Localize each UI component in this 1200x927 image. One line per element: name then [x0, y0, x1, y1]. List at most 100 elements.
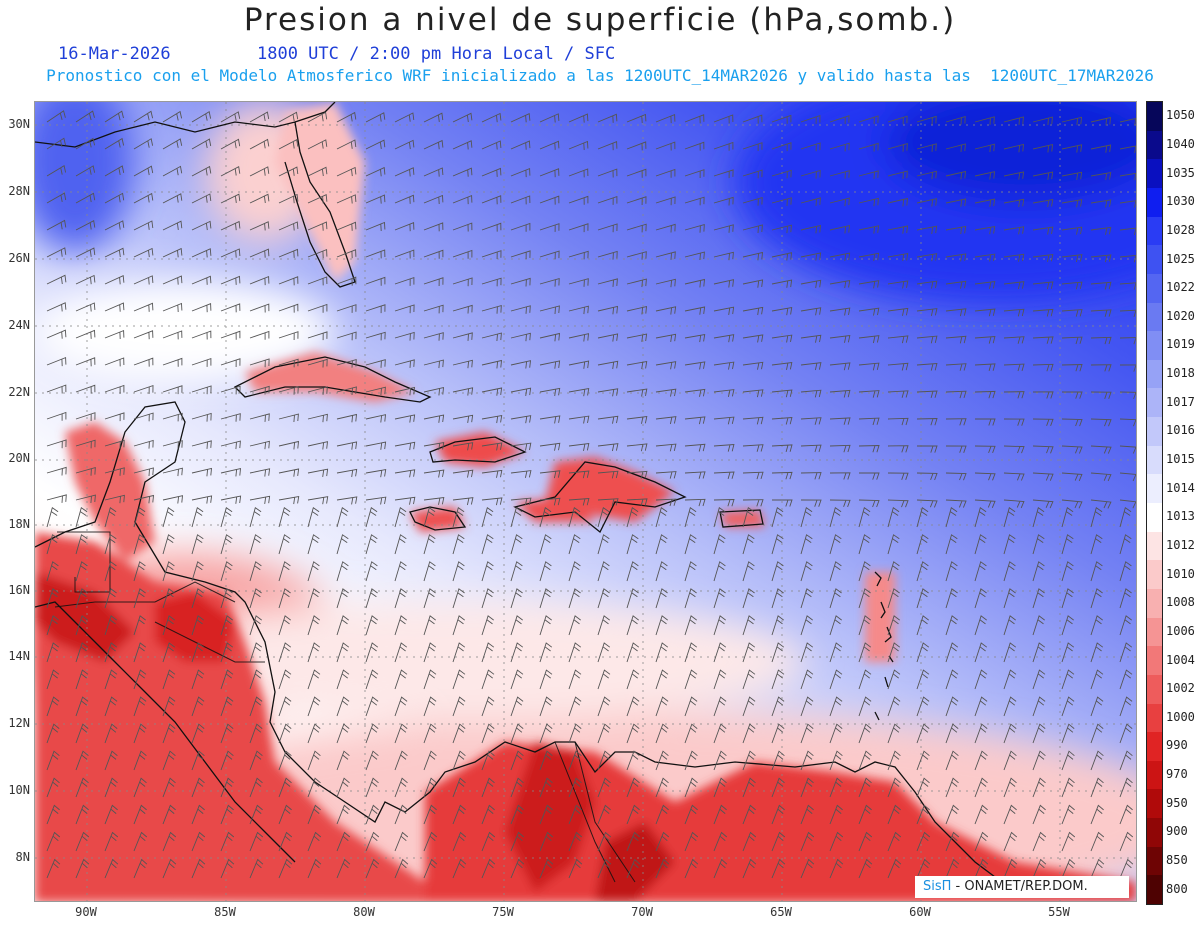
wind-barb: [133, 138, 154, 150]
wind-barb: [626, 333, 648, 342]
colorbar-swatch-990: [1147, 732, 1162, 762]
wind-barb: [684, 306, 706, 315]
wind-barb: [916, 280, 938, 289]
wind-barb: [597, 250, 618, 260]
wind-barb: [713, 534, 726, 555]
wind-barb: [684, 669, 698, 690]
wind-barb: [626, 858, 641, 879]
wind-barb: [1003, 615, 1016, 636]
wind-barb: [1032, 669, 1046, 690]
wind-barb: [771, 417, 793, 425]
wind-barb: [974, 669, 988, 690]
wind-barb: [423, 304, 444, 314]
wind-barb: [1003, 308, 1025, 317]
wind-barb: [1062, 391, 1083, 399]
wind-barb: [1119, 696, 1133, 717]
wind-barb: [858, 534, 871, 555]
wind-barb: [916, 335, 938, 344]
colorbar-label-1014: 1014: [1166, 480, 1195, 495]
wind-barb: [1003, 116, 1024, 125]
wind-barb: [1032, 831, 1047, 852]
wind-barb: [858, 115, 879, 125]
wind-barb: [394, 441, 416, 451]
wind-barb: [1061, 858, 1076, 879]
wind-barb: [104, 506, 117, 528]
wind-barb: [46, 831, 61, 852]
colorbar-label-1025: 1025: [1166, 251, 1195, 266]
wind-barb: [945, 696, 959, 717]
wind-barb: [133, 330, 154, 340]
wind-barb: [510, 506, 523, 528]
wind-barb: [394, 588, 407, 609]
wind-barb: [742, 696, 756, 717]
wind-barb: [104, 220, 125, 231]
wind-barb: [394, 723, 408, 744]
wind-barb: [394, 777, 408, 798]
wind-barb: [974, 308, 996, 317]
wind-barb: [220, 858, 235, 879]
wind-barb: [1032, 418, 1054, 427]
wind-barb: [133, 696, 147, 717]
wind-barb: [742, 334, 764, 343]
wind-barb: [1061, 831, 1076, 852]
pressure-map[interactable]: [34, 101, 1137, 902]
wind-barb: [539, 113, 560, 123]
wind-barb: [75, 412, 96, 422]
wind-barb: [75, 750, 89, 771]
wind-barb: [423, 615, 436, 636]
colorbar-swatch-1028: [1147, 216, 1162, 246]
wind-barb: [655, 333, 677, 342]
wind-barb: [394, 561, 407, 582]
wind-barb: [539, 195, 560, 205]
colorbar-label-1018: 1018: [1166, 366, 1195, 381]
wind-barb: [800, 506, 813, 528]
wind-barb: [307, 723, 321, 744]
wind-barb: [771, 804, 785, 825]
wind-barb: [249, 358, 270, 368]
wind-barb: [858, 777, 872, 798]
wind-barb: [945, 750, 959, 771]
wind-barb: [655, 471, 677, 479]
wind-barb: [1003, 777, 1017, 798]
wind-barb: [655, 696, 669, 717]
wind-barb: [278, 506, 291, 528]
wind-barb: [75, 466, 96, 476]
wind-barb: [249, 506, 262, 528]
wind-barb: [974, 804, 988, 825]
wind-barb: [423, 469, 445, 478]
wind-barb: [1119, 615, 1132, 636]
wind-barb: [249, 831, 264, 852]
wind-barb: [742, 777, 756, 798]
wind-barb: [626, 415, 648, 424]
wind-barb: [887, 142, 908, 152]
wind-barb: [394, 669, 408, 690]
wind-barb: [597, 443, 619, 452]
wind-barb: [800, 224, 822, 234]
wind-barb: [162, 220, 183, 231]
wind-barb: [278, 777, 292, 798]
wind-barb: [481, 469, 503, 478]
wind-barb: [800, 588, 813, 609]
wind-barb: [539, 140, 560, 150]
wind-barb: [1061, 281, 1083, 290]
wind-barb: [887, 197, 909, 207]
wind-barb: [1061, 144, 1083, 153]
wind-barb: [771, 169, 792, 179]
wind-barb: [655, 506, 668, 528]
wind-barb: [162, 275, 183, 285]
wind-barb: [974, 831, 989, 852]
wind-barb: [423, 723, 437, 744]
wind-barb: [626, 470, 648, 479]
wind-barb: [1003, 858, 1018, 879]
wind-barb: [162, 615, 175, 636]
wind-barb: [452, 304, 473, 314]
wind-barb: [162, 138, 183, 150]
wind-barb: [452, 506, 465, 528]
wind-barb: [75, 723, 89, 744]
wind-barb: [307, 669, 321, 690]
wind-barb: [220, 777, 234, 798]
wind-barb: [974, 750, 988, 771]
wind-barb: [510, 277, 531, 287]
low-pressure-areas: [35, 102, 1136, 901]
wind-barb: [278, 468, 300, 477]
